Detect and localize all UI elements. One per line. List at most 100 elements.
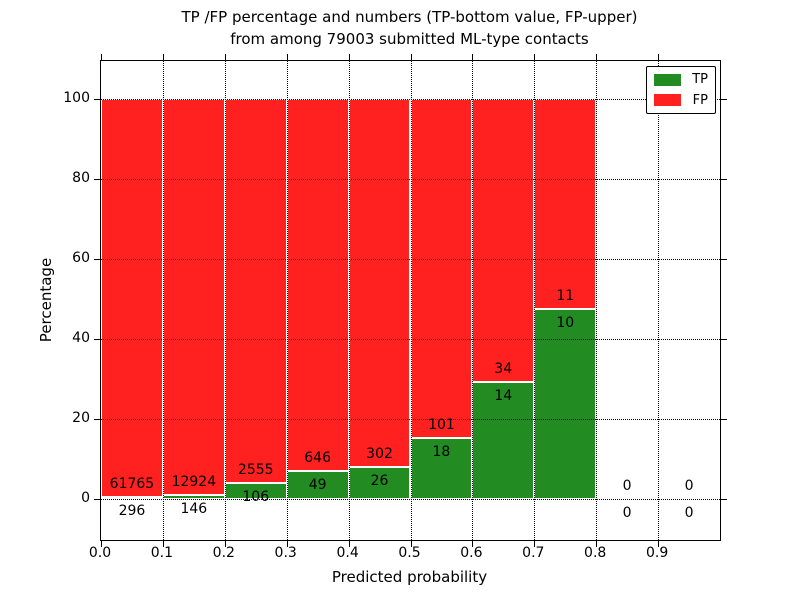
x-tick-label: 0.3	[274, 545, 297, 561]
x-gridline	[348, 61, 350, 540]
x-tick-mark	[410, 54, 412, 60]
bar-segment-fp	[286, 99, 349, 471]
x-tick-label: 0.5	[398, 545, 421, 561]
x-tick-mark	[658, 54, 660, 60]
annotation-tp-count: 0	[684, 505, 694, 521]
x-tick-mark	[472, 541, 474, 547]
annotation-tp-count: 49	[308, 476, 327, 493]
x-gridline	[286, 61, 288, 540]
x-tick-label: 0.8	[584, 545, 607, 561]
x-tick-label: 0.1	[150, 545, 174, 561]
bar-segment-fp	[224, 99, 287, 484]
annotation-tp-count: 10	[556, 314, 575, 331]
annotation-fp-count: 34	[494, 361, 513, 378]
chart-title: TP /FP percentage and numbers (TP-bottom…	[100, 6, 719, 50]
bar-segment-tp	[472, 382, 535, 499]
annotation-fp-count: 12924	[171, 473, 217, 490]
y-tick-label: 100	[63, 90, 90, 106]
x-tick-label: 0.6	[460, 545, 483, 561]
y-tick-label: 60	[72, 250, 90, 266]
annotation-fp-count: 61765	[109, 476, 155, 493]
y-tick-mark	[94, 99, 100, 100]
x-tick-label: 0.7	[522, 545, 545, 561]
bar-segment-tp	[534, 308, 597, 499]
x-gridline	[596, 61, 598, 540]
x-tick-label: 0.9	[645, 545, 669, 561]
plot-area: 61765 296 12924 146 2555 106 646 49 302 26 101 18 34…	[94, 54, 727, 547]
x-tick-mark	[410, 541, 412, 547]
x-gridline	[658, 61, 660, 540]
y-tick-mark	[721, 179, 727, 180]
bar-segment-fp	[162, 99, 225, 495]
annotation-fp-count: 11	[556, 287, 575, 304]
y-tick-mark	[721, 419, 727, 420]
bar-segment-fp	[472, 99, 535, 383]
bar-segment-fp	[348, 99, 411, 468]
legend-item-fp: FP	[647, 93, 715, 108]
y-tick-mark	[94, 259, 100, 260]
annotation-tp-count: 0	[622, 505, 632, 521]
x-axis-label: Predicted probability	[331, 568, 488, 586]
y-tick-label: 20	[72, 410, 90, 426]
legend-label-fp: FP	[692, 92, 708, 108]
x-tick-mark	[534, 541, 536, 547]
legend: TP FP	[646, 66, 716, 114]
x-gridline	[410, 61, 412, 540]
y-tick-mark	[94, 499, 100, 500]
x-tick-mark	[101, 541, 102, 547]
bar-segment-fp	[410, 99, 473, 439]
bar-segment-tp	[101, 497, 163, 500]
x-tick-label: 0.4	[336, 545, 359, 561]
x-tick-mark	[286, 541, 288, 547]
legend-item-tp: TP	[647, 72, 715, 87]
x-gridline	[224, 61, 226, 540]
annotation-fp-count: 646	[304, 449, 332, 466]
x-tick-mark	[658, 541, 660, 547]
y-tick-mark	[94, 339, 100, 340]
annotation-tp-count: 146	[180, 500, 208, 517]
annotation-fp-count: 2555	[237, 462, 274, 479]
annotation-fp-count: 302	[366, 446, 393, 463]
y-tick-mark	[721, 499, 727, 500]
annotation-tp-count: 26	[370, 473, 389, 490]
y-tick-label: 0	[81, 490, 90, 506]
annotation-tp-count: 106	[242, 489, 270, 506]
x-tick-mark	[286, 54, 288, 60]
y-tick-label: 80	[72, 170, 90, 186]
x-tick-mark	[534, 54, 536, 60]
bar-segment-tp	[410, 438, 473, 499]
bar-segment-tp	[286, 470, 349, 499]
y-tick-mark	[721, 99, 727, 100]
x-tick-mark	[162, 54, 164, 60]
legend-swatch-tp	[654, 73, 681, 86]
x-tick-mark	[348, 54, 350, 60]
annotation-fp-count: 0	[684, 478, 694, 494]
x-tick-mark	[162, 541, 164, 547]
x-tick-mark	[348, 541, 350, 547]
chart-title-line2: from among 79003 submitted ML-type conta…	[230, 30, 589, 48]
x-gridline	[162, 61, 164, 540]
bar-segment-fp	[101, 99, 163, 498]
annotation-tp-count: 296	[118, 503, 146, 520]
x-tick-mark	[224, 54, 226, 60]
x-gridline	[534, 61, 536, 540]
legend-swatch-fp	[654, 94, 681, 107]
x-tick-label: 0.2	[212, 545, 235, 561]
bar-segment-fp	[534, 99, 597, 309]
legend-label-tp: TP	[692, 72, 708, 88]
y-tick-mark	[721, 259, 727, 260]
y-tick-label: 40	[72, 330, 90, 346]
x-tick-label: 0.0	[88, 545, 112, 561]
y-tick-mark	[94, 179, 100, 180]
x-tick-mark	[596, 54, 598, 60]
x-tick-mark	[596, 541, 598, 547]
y-tick-mark	[721, 339, 727, 340]
x-gridline	[472, 61, 474, 540]
y-axis-label: Percentage	[37, 257, 55, 343]
annotation-fp-count: 0	[622, 478, 632, 494]
chart-title-line1: TP /FP percentage and numbers (TP-bottom…	[181, 8, 638, 26]
annotation-tp-count: 18	[432, 444, 451, 461]
bar-segment-tp	[348, 467, 411, 499]
x-tick-mark	[472, 54, 474, 60]
